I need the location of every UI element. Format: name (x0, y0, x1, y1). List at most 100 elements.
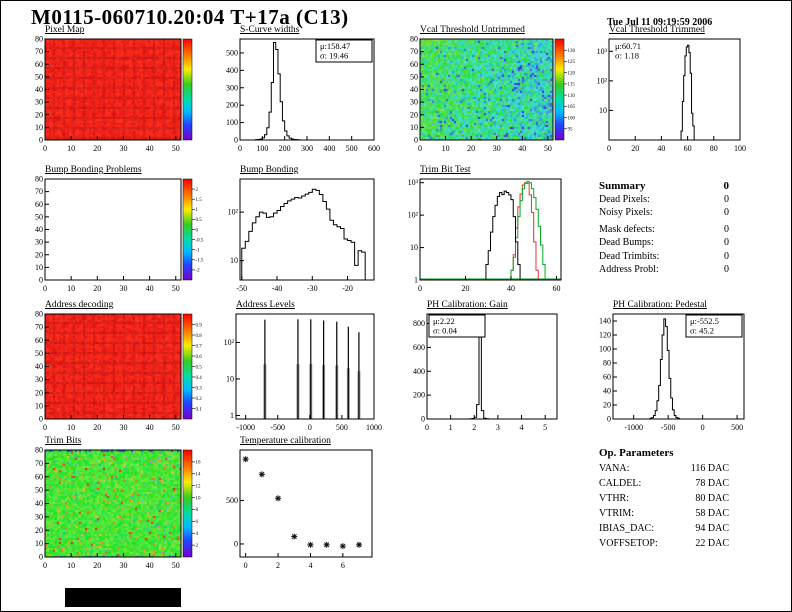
svg-text:40: 40 (410, 85, 418, 94)
svg-text:400: 400 (323, 144, 335, 153)
svg-text:30: 30 (35, 98, 43, 107)
svg-text:-40: -40 (272, 284, 283, 293)
plot-temperature-calibration: Temperature calibration 0 2 4 6 0 500 (220, 436, 378, 570)
svg-text:0.4: 0.4 (196, 376, 203, 381)
svg-text:0: 0 (414, 136, 418, 145)
svg-text:40: 40 (35, 85, 43, 94)
svg-text:0: 0 (43, 284, 47, 293)
plot-title: Vcal Threshold Trimmed (609, 25, 705, 35)
svg-text:μ:158.47: μ:158.47 (320, 41, 350, 51)
op-param-label: VANA: (599, 463, 630, 474)
svg-text:50: 50 (544, 144, 552, 153)
svg-text:20: 20 (603, 401, 611, 410)
svg-text:10: 10 (35, 539, 43, 548)
plot-title: Trim Bit Test (420, 165, 471, 175)
svg-text:10: 10 (35, 263, 43, 272)
plot-pixel-map: Pixel Map 0 10 20 30 40 50 0 10 20 30 40 50 60 70 80 (29, 25, 211, 153)
svg-text:300: 300 (226, 83, 238, 92)
op-param-value: 58 DAC (695, 508, 729, 519)
svg-text:0: 0 (308, 423, 312, 432)
svg-text:100: 100 (568, 116, 576, 121)
svg-text:70: 70 (410, 47, 418, 56)
svg-text:60: 60 (684, 144, 692, 153)
plot-ph-calibration-pedestal: PH Calibration: Pedestal -1000 -500 0 500 0 2… (591, 300, 749, 432)
svg-text:200: 200 (279, 144, 291, 153)
svg-text:20: 20 (461, 284, 469, 293)
svg-text:30: 30 (119, 144, 127, 153)
svg-text:400: 400 (226, 66, 238, 75)
summary-row: Dead Trimbits: 0 (599, 251, 749, 265)
svg-text:10³: 10³ (408, 178, 419, 187)
plot-bump-bonding: Bump Bonding -50 -40 -30 -20 10 10² (220, 165, 378, 293)
svg-text:80: 80 (35, 446, 43, 455)
svg-text:40: 40 (146, 144, 154, 153)
svg-text:10: 10 (410, 243, 418, 252)
op-param-row: CALDEL: 78 DAC (599, 478, 749, 493)
svg-text:40: 40 (518, 144, 526, 153)
summary-row-value: 0 (724, 193, 729, 205)
svg-text:20: 20 (35, 250, 43, 259)
svg-text:6: 6 (196, 520, 199, 525)
svg-text:-20: -20 (342, 284, 353, 293)
svg-text:800: 800 (413, 319, 425, 328)
svg-text:30: 30 (35, 375, 43, 384)
svg-text:σ: 45.2: σ: 45.2 (690, 326, 714, 336)
svg-text:0: 0 (234, 539, 238, 548)
summary-row-value: 0 (724, 237, 729, 248)
summary-total: 0 (723, 180, 730, 192)
op-param-label: VOFFSETOP: (599, 538, 658, 549)
svg-text:14: 14 (196, 473, 202, 478)
svg-text:60: 60 (35, 60, 43, 69)
svg-text:100: 100 (226, 118, 238, 127)
svg-text:120: 120 (599, 331, 611, 340)
plot-canvas: 0 100 200 300 400 500 600 0 100 200 300 400 500 μ:158… (220, 36, 380, 153)
svg-text:0: 0 (418, 144, 422, 153)
svg-text:10: 10 (35, 401, 43, 410)
svg-text:70: 70 (35, 459, 43, 468)
svg-text:-1000: -1000 (624, 423, 643, 432)
svg-text:120: 120 (568, 71, 576, 76)
svg-text:5: 5 (543, 423, 547, 432)
svg-text:0: 0 (39, 415, 43, 424)
svg-text:40: 40 (507, 284, 515, 293)
svg-text:20: 20 (35, 388, 43, 397)
svg-text:60: 60 (552, 284, 560, 293)
svg-text:σ: 19.46: σ: 19.46 (320, 51, 348, 61)
svg-text:-1000: -1000 (236, 423, 255, 432)
svg-text:300: 300 (301, 144, 313, 153)
op-param-value: 116 DAC (690, 463, 729, 474)
svg-text:6: 6 (341, 561, 345, 570)
op-param-label: VTRIM: (599, 508, 634, 519)
svg-text:0: 0 (43, 561, 47, 570)
plot-canvas: 0 2 4 6 0 500 (220, 447, 378, 570)
plot-canvas: 0 10 20 30 40 50 0 10 20 30 40 50 60 70 80 2 1.5 1 0.5 0 -0.… (29, 175, 211, 294)
svg-text:20: 20 (631, 144, 639, 153)
summary-row-label: Mask defects: (599, 223, 655, 235)
op-param-row: VTHR: 80 DAC (599, 493, 749, 508)
svg-text:0.6: 0.6 (196, 355, 203, 360)
svg-text:50: 50 (172, 284, 180, 293)
svg-text:400: 400 (413, 367, 425, 376)
plot-canvas: 0 10 20 30 40 50 0 10 20 30 40 50 60 70 80 16 14 12 10 8 6 4 2 (29, 446, 211, 571)
svg-text:4: 4 (196, 532, 199, 537)
svg-text:30: 30 (119, 561, 127, 570)
svg-text:500: 500 (731, 423, 743, 432)
op-param-row: VTRIM: 58 DAC (599, 508, 749, 523)
svg-text:10: 10 (67, 561, 75, 570)
svg-text:80: 80 (710, 144, 718, 153)
svg-text:600: 600 (368, 144, 380, 153)
svg-text:10: 10 (67, 144, 75, 153)
svg-text:60: 60 (35, 336, 43, 345)
plot-canvas: 0 10 20 30 40 50 0 10 20 30 40 50 60 70 80 0.9 0.8 0.7 0.6… (29, 310, 211, 433)
svg-text:50: 50 (35, 212, 43, 221)
svg-text:40: 40 (603, 387, 611, 396)
op-param-value: 94 DAC (695, 523, 729, 534)
plot-title: Address decoding (45, 300, 114, 310)
op-parameters-title: Op. Parameters (599, 447, 674, 459)
svg-text:10: 10 (226, 374, 234, 383)
svg-text:30: 30 (119, 284, 127, 293)
op-parameters-panel: Op. Parameters VANA: 116 DAC CALDEL: 78 … (599, 447, 749, 557)
svg-text:1: 1 (414, 276, 418, 285)
svg-text:0: 0 (39, 553, 43, 562)
svg-text:10: 10 (230, 256, 238, 265)
